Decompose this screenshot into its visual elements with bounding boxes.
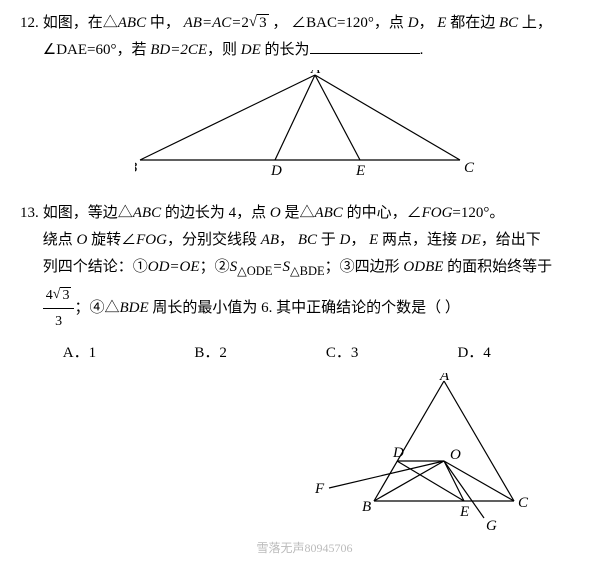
text: ，	[419, 15, 434, 31]
problem-12-text: 12. 如图，在△ABC 中， AB=AC=23 ， ∠BAC=120°，点 D…	[20, 10, 589, 64]
text: FOG	[422, 205, 453, 221]
text: =120°。	[452, 205, 504, 221]
text: O	[77, 232, 88, 248]
svg-text:G: G	[486, 518, 497, 533]
text: ABC	[118, 15, 146, 31]
text: 绕点	[43, 232, 73, 248]
text: AB	[261, 232, 279, 248]
text: ABC	[314, 205, 342, 221]
text: ，给出下	[481, 232, 541, 248]
text: ∠DAE=60°，若	[43, 42, 147, 58]
subscript: △ODE	[237, 264, 272, 278]
subscript: △BDE	[290, 264, 325, 278]
problem-number: 13.	[20, 200, 39, 367]
text: ，	[350, 232, 365, 248]
text: ABC	[133, 205, 161, 221]
problem-13: 13. 如图，等边△ABC 的边长为 4，点 O 是△ABC 的中心，∠FOG=…	[20, 200, 589, 543]
text: D	[340, 232, 351, 248]
svg-text:B: B	[135, 160, 137, 176]
problem-number: 12.	[20, 10, 39, 64]
svg-text:E: E	[355, 163, 365, 179]
problem-body: 如图，在△ABC 中， AB=AC=23 ， ∠BAC=120°，点 D， E …	[43, 10, 589, 64]
text: S	[230, 259, 238, 275]
text: 4	[46, 288, 53, 303]
svg-text:O: O	[450, 447, 461, 463]
text: BDE	[119, 300, 148, 316]
text: 的面积始终等于	[447, 259, 552, 275]
text: 于	[321, 232, 336, 248]
svg-text:A: A	[439, 373, 450, 384]
text: 的中心，∠	[347, 205, 422, 221]
text: 是△	[284, 205, 314, 221]
text: ，	[272, 15, 287, 31]
triangle-diagram-12: A B C D E	[135, 70, 475, 180]
sqrt-expr: 3	[249, 10, 269, 37]
text: FOG	[136, 232, 167, 248]
text: 列四个结论：①	[43, 259, 148, 275]
text: 中，	[150, 15, 180, 31]
watermark-text: 雪落无声80945706	[256, 541, 352, 555]
text: ，	[279, 232, 294, 248]
text: OD=OE	[148, 259, 200, 275]
svg-text:E: E	[459, 504, 469, 520]
text: ，则	[207, 42, 237, 58]
text: ；④△	[74, 300, 119, 316]
fraction: 43 3	[43, 283, 75, 334]
sqrt-expr: 3	[53, 283, 72, 308]
text: ；③四边形	[325, 259, 400, 275]
text: 周长的最小值为 6. 其中正确结论的个数是（ ）	[152, 300, 460, 316]
text: 上，	[522, 15, 552, 31]
text: DE	[241, 42, 261, 58]
text: 2	[241, 15, 249, 31]
option-a[interactable]: A．1	[63, 340, 195, 367]
text: 的边长为 4，点	[165, 205, 266, 221]
problem-13-text: 13. 如图，等边△ABC 的边长为 4，点 O 是△ABC 的中心，∠FOG=…	[20, 200, 589, 367]
svg-text:C: C	[518, 495, 529, 511]
text: E	[369, 232, 378, 248]
text: 两点，连接	[382, 232, 457, 248]
text: D	[408, 15, 419, 31]
option-d[interactable]: D．4	[457, 340, 589, 367]
svg-text:A: A	[310, 70, 321, 77]
numerator: 43	[43, 283, 75, 309]
text: BC	[298, 232, 317, 248]
text: 如图，等边△	[43, 205, 133, 221]
option-b[interactable]: B．2	[194, 340, 326, 367]
figure-13: A B C O D E F G	[20, 373, 589, 543]
svg-text:D: D	[270, 163, 282, 179]
text: 的长为	[265, 42, 310, 58]
answer-options: A．1 B．2 C．3 D．4	[63, 340, 589, 367]
text: BC	[499, 15, 518, 31]
denominator: 3	[43, 309, 75, 334]
text: BD=2CE	[150, 42, 207, 58]
svg-text:D: D	[392, 445, 404, 461]
text: 如图，在△	[43, 15, 118, 31]
text: O	[270, 205, 281, 221]
option-c[interactable]: C．3	[326, 340, 458, 367]
problem-body: 如图，等边△ABC 的边长为 4，点 O 是△ABC 的中心，∠FOG=120°…	[43, 200, 589, 367]
text: ∠BAC=120°，点	[291, 15, 404, 31]
answer-blank[interactable]	[310, 38, 420, 54]
radicand: 3	[60, 287, 71, 303]
problem-12: 12. 如图，在△ABC 中， AB=AC=23 ， ∠BAC=120°，点 D…	[20, 10, 589, 190]
text: .	[420, 42, 424, 58]
text: DE	[461, 232, 481, 248]
text: E	[437, 15, 446, 31]
text: ，分别交线段	[167, 232, 257, 248]
triangle-diagram-13: A B C O D E F G	[289, 373, 549, 533]
watermark: 雪落无声80945706	[20, 538, 589, 560]
svg-text:C: C	[464, 160, 475, 176]
svg-text:B: B	[362, 499, 371, 515]
radicand: 3	[257, 14, 269, 31]
text: 都在边	[450, 15, 495, 31]
text: 旋转∠	[91, 232, 136, 248]
text: =S	[272, 259, 290, 275]
svg-text:F: F	[314, 481, 325, 497]
text: AB=AC=	[184, 15, 242, 31]
figure-12: A B C D E	[20, 70, 589, 190]
text: ；②	[200, 259, 230, 275]
text: ODBE	[403, 259, 443, 275]
